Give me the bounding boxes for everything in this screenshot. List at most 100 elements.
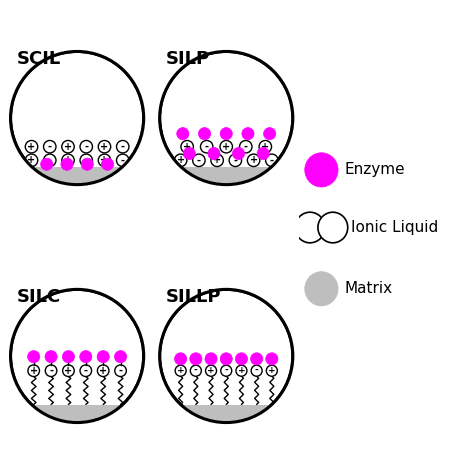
Text: -: - [84,366,88,376]
Text: SILLP: SILLP [165,288,221,306]
Text: -: - [233,155,237,165]
Circle shape [63,351,74,363]
Circle shape [236,353,247,365]
Text: -: - [224,366,228,375]
Text: +: + [207,366,215,375]
Text: +: + [261,142,269,152]
Circle shape [115,365,127,376]
Text: -: - [118,366,123,376]
Text: SILC: SILC [16,288,61,306]
Text: -: - [194,366,198,375]
Text: -: - [48,155,52,165]
Circle shape [181,140,193,153]
Circle shape [264,128,276,140]
Text: +: + [64,142,72,152]
Text: Matrix: Matrix [344,281,392,296]
Circle shape [191,365,201,376]
Circle shape [190,353,202,365]
Circle shape [117,140,129,153]
Text: +: + [305,221,315,234]
Text: -: - [84,155,88,165]
Circle shape [25,154,38,166]
Circle shape [220,353,232,365]
Circle shape [62,140,74,153]
Circle shape [259,140,272,153]
Text: SILP: SILP [165,50,210,68]
Circle shape [232,147,245,160]
Circle shape [199,128,210,140]
Circle shape [266,353,278,365]
Circle shape [45,351,57,363]
Circle shape [101,158,114,170]
Text: +: + [268,366,276,375]
Text: -: - [121,155,125,165]
Circle shape [183,147,195,160]
Circle shape [236,365,247,376]
Circle shape [221,365,232,376]
Circle shape [62,154,74,166]
Text: +: + [64,155,72,165]
Circle shape [27,351,40,363]
Circle shape [46,365,57,376]
Circle shape [265,154,278,166]
Circle shape [201,140,213,153]
Circle shape [295,212,325,243]
Text: +: + [30,366,38,376]
Circle shape [80,140,92,153]
Circle shape [247,154,260,166]
Circle shape [174,154,187,166]
Circle shape [177,128,189,140]
Circle shape [206,365,217,376]
Circle shape [80,365,91,376]
Text: +: + [27,142,36,152]
Text: +: + [183,142,191,152]
Text: +: + [177,366,184,375]
Text: +: + [222,142,230,152]
Polygon shape [153,405,300,422]
Text: -: - [255,366,258,375]
Circle shape [205,353,217,365]
Text: -: - [270,155,274,165]
Polygon shape [153,167,300,184]
Circle shape [220,128,232,140]
Text: +: + [99,366,107,376]
Circle shape [115,351,127,363]
Circle shape [211,154,223,166]
Text: Enzyme: Enzyme [344,163,405,177]
Circle shape [80,154,92,166]
Circle shape [44,140,56,153]
Circle shape [208,147,220,160]
Text: -: - [330,221,336,234]
Circle shape [97,365,109,376]
Circle shape [41,158,53,170]
Text: -: - [48,142,52,152]
Text: +: + [237,366,245,375]
Circle shape [305,153,338,187]
Circle shape [25,140,38,153]
Text: -: - [49,366,53,376]
Circle shape [175,365,186,376]
Text: +: + [100,155,109,165]
Circle shape [160,52,293,185]
Circle shape [242,128,254,140]
Circle shape [81,158,93,170]
Circle shape [44,154,56,166]
Text: -: - [121,142,125,152]
Circle shape [192,154,205,166]
Circle shape [251,365,262,376]
Circle shape [160,289,293,422]
Circle shape [10,289,144,422]
Circle shape [305,272,338,306]
Circle shape [251,353,263,365]
Circle shape [61,158,73,170]
Text: +: + [64,366,73,376]
Text: -: - [197,155,201,165]
Circle shape [80,351,92,363]
Text: +: + [100,142,109,152]
Circle shape [257,147,269,160]
Text: +: + [249,155,258,165]
Circle shape [117,154,129,166]
Polygon shape [3,167,151,184]
Text: -: - [84,142,88,152]
Text: SCIL: SCIL [16,50,61,68]
